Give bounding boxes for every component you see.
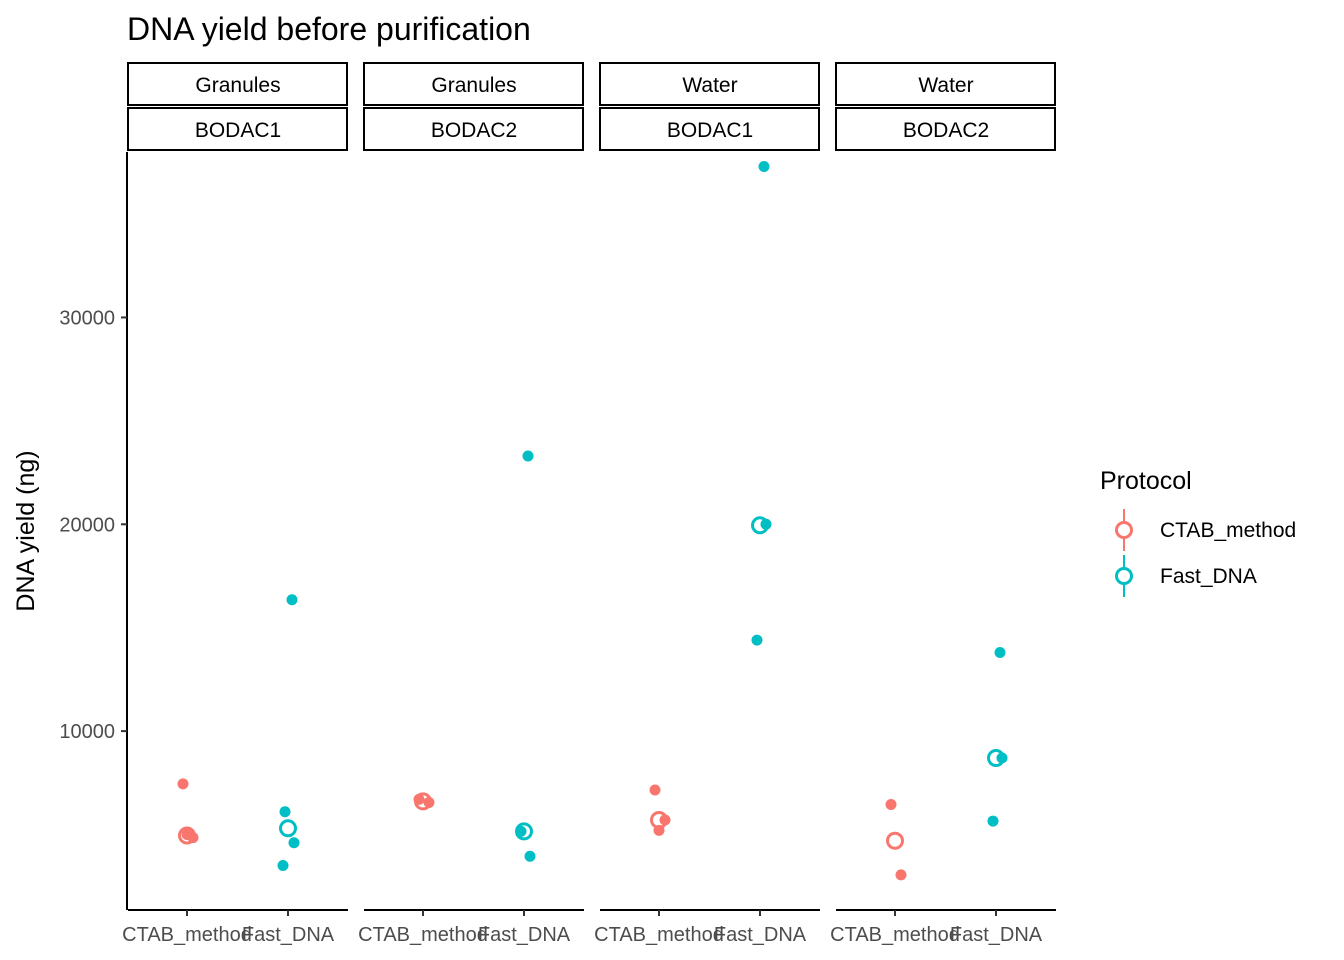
legend-key-marker: [1115, 567, 1133, 585]
mean-marker: [987, 748, 1005, 767]
strip-label-top: Granules: [195, 74, 280, 97]
strip-box-bottom: [835, 107, 1056, 151]
x-tick-label: CTAB_method: [358, 924, 488, 946]
x-tick-label: Fast_DNA: [950, 924, 1043, 946]
data-point: [649, 784, 661, 796]
strip-box-bottom: [363, 107, 584, 151]
data-point: [522, 450, 534, 462]
mean-marker: [650, 811, 668, 830]
mean-marker: [515, 822, 533, 841]
strip-box-bottom: [599, 107, 820, 151]
data-point: [277, 860, 289, 872]
x-tick-label: Fast_DNA: [242, 924, 335, 946]
strip-box-bottom: [127, 107, 348, 151]
y-tick-label: 20000: [59, 514, 115, 536]
mean-marker: [279, 819, 297, 838]
x-tick-label: CTAB_method: [122, 924, 252, 946]
x-tick-label: Fast_DNA: [714, 924, 807, 946]
strip-box-top: [363, 62, 584, 106]
legend-key-marker: [1115, 521, 1133, 539]
data-point: [751, 634, 763, 646]
data-point: [288, 837, 300, 849]
legend-title: Protocol: [1100, 467, 1192, 495]
chart-title: DNA yield before purification: [127, 11, 531, 47]
legend-label: Fast_DNA: [1160, 565, 1257, 588]
x-tick-label: CTAB_method: [830, 924, 960, 946]
x-tick-label: Fast_DNA: [478, 924, 571, 946]
data-point: [895, 869, 907, 881]
data-point: [885, 799, 897, 811]
data-point: [181, 829, 193, 841]
data-point: [177, 778, 189, 790]
data-point: [279, 806, 291, 818]
mean-marker: [414, 792, 432, 811]
mean-marker: [886, 831, 904, 850]
x-tick-label: CTAB_method: [594, 924, 724, 946]
strip-label-top: Granules: [431, 74, 516, 97]
strip-box-top: [127, 62, 348, 106]
strip-box-top: [599, 62, 820, 106]
mean-marker: [178, 826, 196, 845]
y-axis-label: DNA yield (ng): [12, 450, 40, 611]
y-axis: 10000 20000 30000: [59, 152, 128, 910]
mean-marker: [751, 516, 769, 535]
strip-label-bottom: BODAC1: [667, 119, 753, 142]
data-point: [994, 647, 1006, 659]
strip-label-top: Water: [682, 74, 737, 97]
strip-box-top: [835, 62, 1056, 106]
legend: Protocol CTAB_method Fast_DNA: [1100, 467, 1296, 597]
data-point: [524, 850, 536, 862]
data-point: [987, 815, 999, 827]
data-point: [286, 594, 298, 606]
strip-label-bottom: BODAC2: [431, 119, 517, 142]
y-tick-label: 10000: [59, 721, 115, 743]
facet-panels: GranulesBODAC1CTAB_methodFast_DNAGranule…: [122, 62, 1056, 946]
strip-label-top: Water: [918, 74, 973, 97]
strip-label-bottom: BODAC1: [195, 119, 281, 142]
data-point: [758, 160, 770, 172]
y-tick-label: 30000: [59, 307, 115, 329]
legend-label: CTAB_method: [1160, 519, 1296, 542]
strip-label-bottom: BODAC2: [903, 119, 989, 142]
